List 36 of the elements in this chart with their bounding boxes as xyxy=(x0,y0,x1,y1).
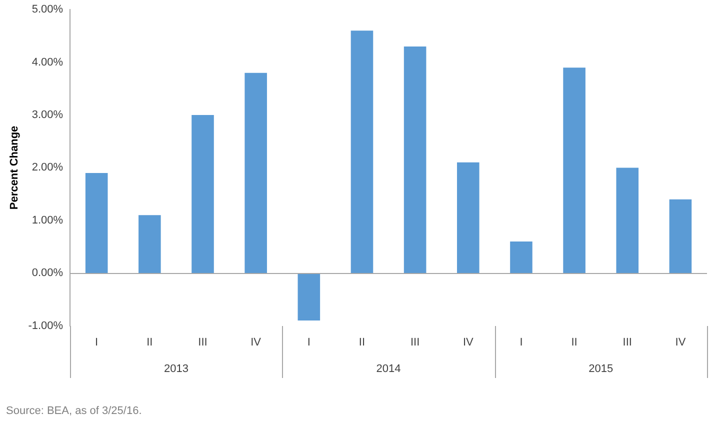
y-axis-title: Percent Change xyxy=(8,126,21,210)
text: 2015 xyxy=(588,362,614,375)
x-tick-label: I xyxy=(95,336,98,348)
source-note: Source: BEA, as of 3/25/16. xyxy=(6,405,142,417)
x-tick-label: II xyxy=(358,336,366,348)
bar xyxy=(298,273,320,321)
y-tick-label: 5.00% xyxy=(32,4,64,16)
y-tick-label: -1.00% xyxy=(28,320,64,332)
text: 2013 xyxy=(164,362,188,375)
x-tick-label: I xyxy=(520,336,523,348)
bar xyxy=(563,68,586,274)
x-tick-label: II xyxy=(146,336,153,348)
x-tick-label: III xyxy=(198,336,208,348)
y-tick-label: 4.00% xyxy=(32,56,64,68)
x-tick-label: III xyxy=(410,336,420,348)
x-tick-label: IV xyxy=(462,336,474,348)
bar xyxy=(616,168,639,274)
bar xyxy=(669,199,692,274)
bar xyxy=(85,172,108,274)
x-tick-label: I xyxy=(307,336,310,348)
x-tick-label: II xyxy=(571,336,578,348)
y-tick-label: 2.00% xyxy=(32,162,64,174)
y-tick-label: 0.00% xyxy=(32,267,64,280)
x-tick-label: IV xyxy=(675,336,686,348)
bar xyxy=(244,72,267,274)
y-tick-label: 3.00% xyxy=(32,109,64,122)
bar xyxy=(510,241,532,274)
x-tick-label: IV xyxy=(250,336,262,348)
bar xyxy=(192,115,214,274)
bar xyxy=(138,215,161,274)
y-tick-label: 1.00% xyxy=(32,214,64,226)
bar xyxy=(350,30,374,274)
bar xyxy=(457,162,480,274)
x-tick-label: III xyxy=(622,336,632,348)
text: 2014 xyxy=(376,362,401,375)
bar xyxy=(404,46,426,274)
